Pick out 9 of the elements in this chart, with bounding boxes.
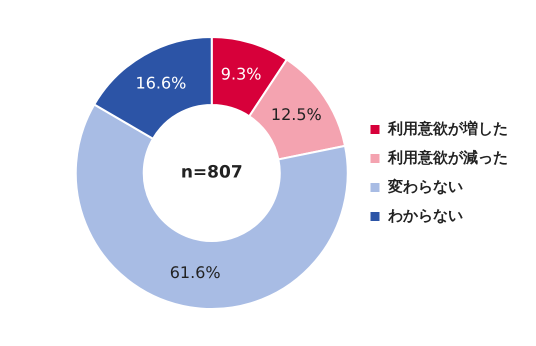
data-label: 12.5% xyxy=(270,105,322,124)
data-label: 61.6% xyxy=(170,262,221,282)
text: n=807 xyxy=(180,162,243,182)
data-label: 9.3% xyxy=(220,64,262,84)
legend-label: わからない xyxy=(387,206,463,224)
legend-label: 利用意欲が減った xyxy=(387,148,508,166)
legend-label: 利用意欲が増した xyxy=(387,119,508,138)
legend-label: 変わらない xyxy=(387,177,463,196)
data-label: 16.6% xyxy=(136,74,186,93)
